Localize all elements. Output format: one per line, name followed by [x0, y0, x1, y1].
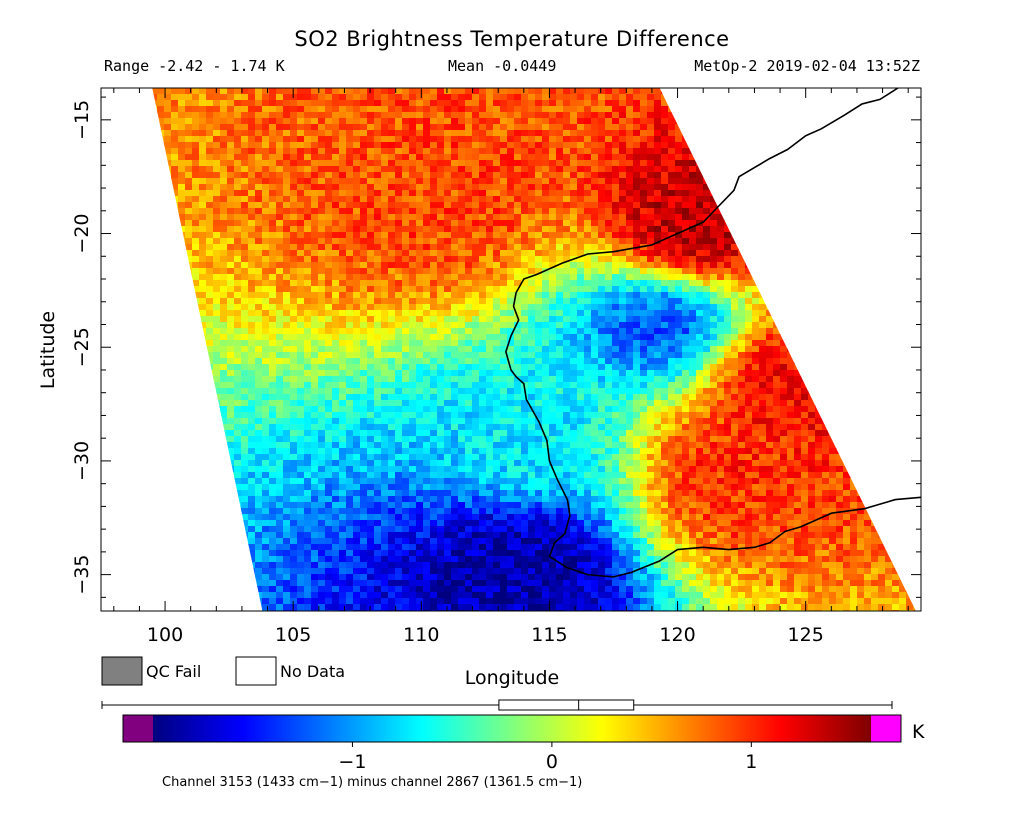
- satellite-timestamp: MetOp-2 2019-02-04 13:52Z: [694, 57, 920, 75]
- channel-footnote: Channel 3153 (1433 cm−1) minus channel 2…: [162, 775, 582, 790]
- x-axis-ticks: 100 105 110 115 120 125: [113, 88, 909, 646]
- colorbar-ticks: −1 0 1: [338, 742, 757, 773]
- qc-fail-label: QC Fail: [146, 662, 201, 681]
- qc-fail-swatch: [101, 656, 143, 686]
- colorbar-tick-label: 0: [546, 751, 558, 773]
- no-data-label: No Data: [280, 662, 345, 681]
- map-plot-area: 100 105 110 115 120 125 −15 −20 −25 −30 −35: [71, 87, 922, 646]
- colorbar-over-swatch: [871, 715, 901, 742]
- y-tick-label: −15: [71, 100, 93, 140]
- x-axis-label: Longitude: [465, 667, 560, 689]
- colorbar-unit: K: [912, 721, 925, 743]
- colorbar: −1 0 1 K: [122, 714, 925, 773]
- y-axis-label: Latitude: [37, 311, 59, 389]
- x-tick-label: 110: [403, 624, 439, 646]
- x-tick-label: 125: [788, 624, 824, 646]
- colorbar-tick-label: 1: [745, 751, 757, 773]
- chart-title: SO2 Brightness Temperature Difference: [294, 27, 729, 51]
- y-tick-label: −35: [71, 555, 93, 595]
- x-tick-label: 120: [659, 624, 695, 646]
- colorbar-tick-label: −1: [338, 751, 366, 773]
- mean-readout: Mean -0.0449: [448, 57, 556, 75]
- y-tick-label: −20: [71, 213, 93, 253]
- distribution-boxplot: [101, 699, 893, 711]
- boxplot-box: [498, 699, 635, 711]
- x-tick-label: 105: [275, 624, 311, 646]
- coastline: [505, 88, 921, 578]
- coastline-path: [505, 88, 921, 578]
- y-tick-label: −30: [71, 441, 93, 481]
- colorbar-frame: [122, 714, 902, 743]
- colorbar-under-swatch: [123, 715, 153, 742]
- colorbar-gradient: [153, 715, 871, 742]
- x-tick-label: 100: [147, 624, 183, 646]
- legend: QC Fail No Data: [101, 656, 345, 686]
- no-data-swatch: [235, 656, 277, 686]
- range-readout: Range -2.42 - 1.74 K: [104, 57, 285, 75]
- x-tick-label: 115: [531, 624, 567, 646]
- plot-frame: [100, 87, 922, 612]
- y-tick-label: −25: [71, 327, 93, 367]
- y-axis-ticks: −15 −20 −25 −30 −35: [71, 96, 921, 598]
